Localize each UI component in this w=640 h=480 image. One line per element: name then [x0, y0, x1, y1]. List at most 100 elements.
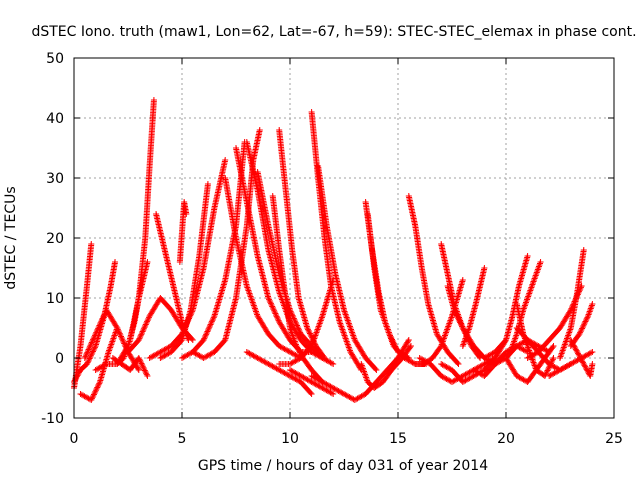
data-point [118, 333, 125, 340]
data-point [392, 343, 399, 350]
data-point [306, 330, 313, 337]
data-point [256, 127, 263, 133]
data-point [391, 340, 398, 347]
data-point [410, 360, 417, 367]
data-arc [513, 301, 557, 379]
data-point [135, 367, 142, 373]
data-point [579, 324, 586, 331]
data-point [293, 343, 300, 349]
data-arc [179, 139, 248, 361]
data-point [405, 337, 412, 343]
data-point [292, 318, 299, 325]
data-point [451, 307, 458, 313]
data-point [116, 329, 123, 336]
data-point [267, 300, 274, 307]
data-point [584, 314, 591, 321]
x-tick-label: 20 [497, 431, 515, 447]
data-point [88, 397, 95, 403]
data-point [97, 319, 104, 326]
data-point [90, 347, 97, 354]
data-point [143, 320, 150, 327]
data-point [572, 346, 579, 353]
data-point [268, 302, 275, 309]
data-point [140, 364, 147, 371]
data-point [91, 332, 98, 339]
data-point [389, 337, 396, 344]
data-point [454, 313, 461, 320]
data-arc [405, 193, 462, 367]
data-point [90, 391, 97, 398]
data-point [576, 353, 583, 359]
data-point [330, 391, 337, 397]
data-point [581, 319, 588, 326]
data-point [98, 318, 105, 325]
data-point [393, 344, 400, 351]
data-point [451, 308, 458, 315]
data-point [206, 324, 213, 331]
data-point [387, 332, 394, 339]
data-point [372, 365, 379, 372]
data-point [137, 357, 144, 364]
data-point [94, 383, 101, 390]
data-point [96, 322, 103, 329]
data-point [143, 370, 150, 377]
data-arc [315, 163, 380, 373]
data-point [321, 355, 328, 361]
data-point [579, 325, 586, 332]
data-point [577, 328, 584, 335]
data-point [115, 327, 122, 334]
data-point [178, 338, 185, 345]
data-point [76, 369, 83, 376]
data-point [84, 349, 91, 356]
data-point [98, 316, 105, 323]
data-arc [459, 265, 488, 349]
y-tick-label: 20 [46, 231, 64, 247]
data-point [547, 360, 554, 367]
data-point [89, 394, 96, 401]
data-point [460, 326, 467, 333]
data-point [270, 306, 277, 313]
data-point [135, 337, 142, 343]
data-point [114, 325, 121, 331]
data-point [307, 389, 314, 396]
data-arc [269, 193, 326, 385]
data-point [140, 327, 147, 334]
data-point [138, 360, 145, 367]
data-point [269, 304, 276, 311]
data-point [88, 241, 95, 247]
data-point [583, 315, 590, 322]
data-point [93, 385, 100, 392]
data-point [90, 392, 97, 399]
data-arc [364, 211, 412, 361]
data-point [271, 309, 278, 316]
data-point [94, 326, 101, 333]
data-point [91, 333, 98, 340]
data-point [100, 312, 107, 319]
data-point [544, 367, 551, 374]
data-point [457, 320, 464, 327]
data-point [95, 325, 102, 332]
data-point [88, 340, 95, 347]
data-point [572, 345, 579, 351]
data-point [85, 346, 92, 353]
data-point [543, 368, 550, 375]
data-point [143, 371, 150, 378]
data-point [293, 321, 300, 328]
data-point [293, 322, 300, 329]
data-point [581, 362, 588, 369]
data-point [139, 328, 146, 335]
data-point [275, 317, 282, 324]
data-arc [222, 175, 304, 361]
data-point [91, 345, 98, 352]
data-point [93, 328, 100, 335]
data-point [88, 351, 95, 358]
data-point [545, 364, 552, 371]
axis-ticks: 0 5 10 15 20 25 -10 0 10 20 30 40 50 [41, 51, 623, 447]
data-point [290, 315, 297, 322]
data-point [583, 317, 590, 324]
data-point [119, 337, 126, 344]
x-axis-label: GPS time / hours of day 031 of year 2014 [198, 458, 488, 474]
data-point [524, 253, 531, 259]
data-point [304, 325, 311, 331]
data-point [547, 361, 554, 368]
